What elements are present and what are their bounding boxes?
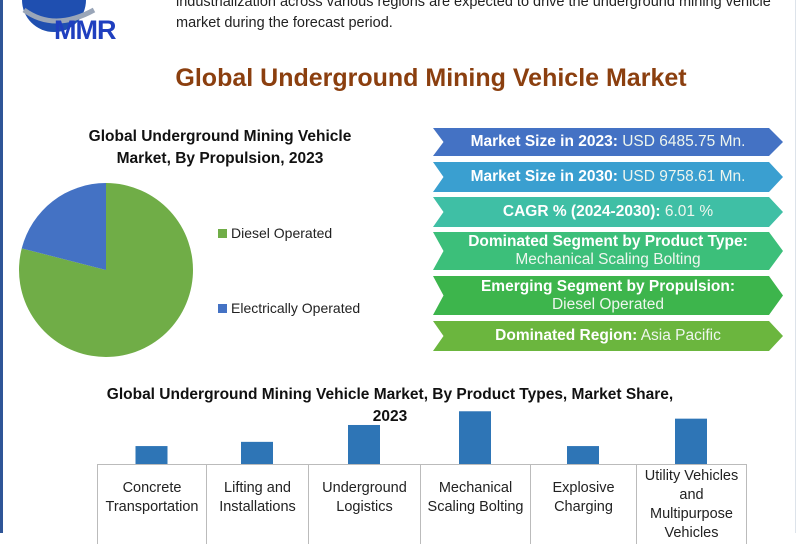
bar	[675, 418, 707, 464]
bar	[459, 411, 491, 464]
pie-slice-electrically-operated	[21, 183, 107, 270]
product-type-bar-chart	[135, 411, 707, 464]
logo-text: MMR	[54, 15, 116, 45]
legend-swatch-blue	[218, 303, 227, 313]
stat-banner: CAGR % (2024-2030): 6.01 %	[433, 197, 783, 227]
legend-swatch-green	[218, 228, 227, 238]
legend-label: Electrically Operated	[231, 300, 361, 316]
bar	[348, 424, 380, 464]
category-label: Mechanical Scaling Bolting	[421, 465, 531, 544]
stat-label: Dominated Segment by Product Type:	[468, 233, 748, 250]
pie-chart-title: Global Underground Mining Vehicle Market…	[88, 128, 352, 167]
stat-value: USD 9758.61 Mn.	[622, 168, 746, 185]
category-label: Lifting and Installations	[207, 465, 309, 544]
legend-diesel: Diesel Operated	[218, 225, 332, 241]
propulsion-pie-chart	[19, 183, 193, 357]
stat-label: Dominated Region:	[495, 327, 638, 344]
stat-banner: Market Size in 2023: USD 6485.75 Mn.	[433, 128, 783, 156]
intro-text: industrialization across various regions…	[176, 0, 771, 31]
stat-label: Emerging Segment by Propulsion:	[480, 277, 736, 295]
bar	[241, 441, 273, 464]
category-label: Utility Vehicles and Multipurpose Vehicl…	[637, 465, 747, 544]
bar	[567, 446, 599, 464]
left-border	[0, 0, 3, 533]
legend-electric: Electrically Operated	[218, 300, 360, 316]
legend-label: Diesel Operated	[231, 225, 333, 241]
stat-value: Asia Pacific	[640, 327, 721, 344]
category-label: Explosive Charging	[531, 465, 637, 544]
stat-banner: Emerging Segment by Propulsion: Diesel Op…	[433, 276, 783, 315]
category-label: Underground Logistics	[309, 465, 421, 544]
stat-banner: Market Size in 2030: USD 9758.61 Mn.	[433, 162, 783, 192]
right-border	[795, 0, 796, 533]
stat-label: CAGR % (2024-2030):	[502, 203, 661, 220]
stat-label: Market Size in 2030:	[470, 168, 618, 185]
stat-value: USD 6485.75 Mn.	[622, 133, 746, 150]
bar-chart-title: Global Underground Mining Vehicle Market…	[106, 386, 674, 425]
category-label: Concrete Transportation	[98, 465, 207, 544]
stat-banner: Dominated Region: Asia Pacific	[433, 321, 783, 351]
category-axis-table: Concrete Transportation Lifting and Insta…	[97, 464, 747, 544]
stat-banner: Dominated Segment by Product Type: Mechan…	[433, 232, 783, 270]
page-title: Global Underground Mining Vehicle Market	[175, 64, 687, 92]
mmr-logo: MMR	[22, 0, 117, 45]
stat-value: Mechanical Scaling Bolting	[515, 251, 701, 268]
stat-label: Market Size in 2023:	[470, 133, 618, 150]
stat-value: 6.01 %	[664, 203, 714, 220]
bar	[135, 446, 168, 464]
stat-value: Diesel Operated	[551, 295, 664, 313]
